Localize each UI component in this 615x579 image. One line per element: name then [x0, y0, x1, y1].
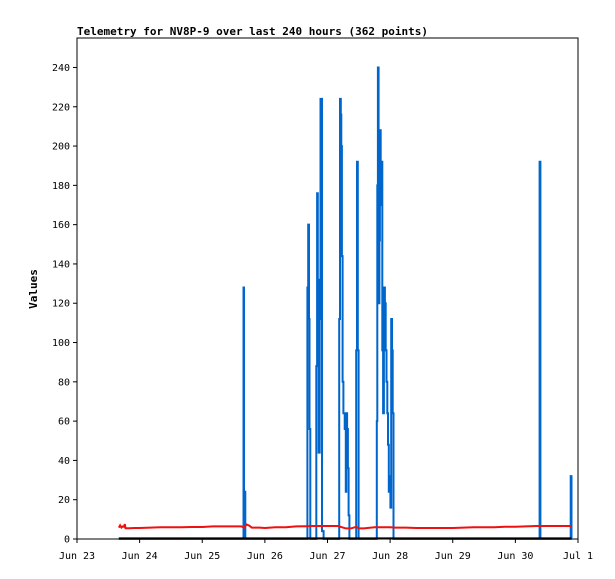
series-line-1 [118, 66, 573, 540]
y-tick-label: 100 [52, 338, 70, 349]
x-axis: Jun 23 Jun 24 Jun 25 Jun 26 Jun 27 Jun 28 Jun … [59, 539, 593, 562]
x-tick-label: Jul 1 [563, 551, 593, 562]
x-tick-label: Jun 28 [372, 551, 408, 562]
y-tick-label: 180 [52, 181, 70, 192]
x-tick-label: Jun 26 [247, 551, 283, 562]
y-tick-label: 120 [52, 299, 70, 310]
y-tick-label: 220 [52, 102, 70, 113]
y-axis: 0 20 40 60 80 100 120 140 160 180 200 220 240 [52, 63, 77, 546]
y-tick-label: 200 [52, 142, 70, 153]
chart-title: Telemetry for NV8P-9 over last 240 hours… [77, 25, 428, 38]
x-tick-label: Jun 27 [309, 551, 345, 562]
y-tick-label: 60 [58, 417, 70, 428]
y-tick-label: 240 [52, 63, 70, 74]
x-tick-label: Jun 23 [59, 551, 95, 562]
y-tick-label: 140 [52, 259, 70, 270]
y-tick-label: 20 [58, 495, 70, 506]
series-line-2 [117, 523, 572, 530]
x-tick-label: Jun 30 [497, 551, 533, 562]
y-tick-label: 160 [52, 220, 70, 231]
series-layer [117, 66, 573, 540]
x-tick-label: Jun 29 [435, 551, 471, 562]
plot-frame [76, 37, 579, 540]
x-tick-label: Jun 24 [122, 551, 158, 562]
y-axis-label: Values [27, 269, 40, 309]
y-tick-label: 0 [64, 535, 70, 546]
y-tick-label: 80 [58, 377, 70, 388]
y-tick-label: 40 [58, 456, 70, 467]
x-tick-label: Jun 25 [184, 551, 220, 562]
